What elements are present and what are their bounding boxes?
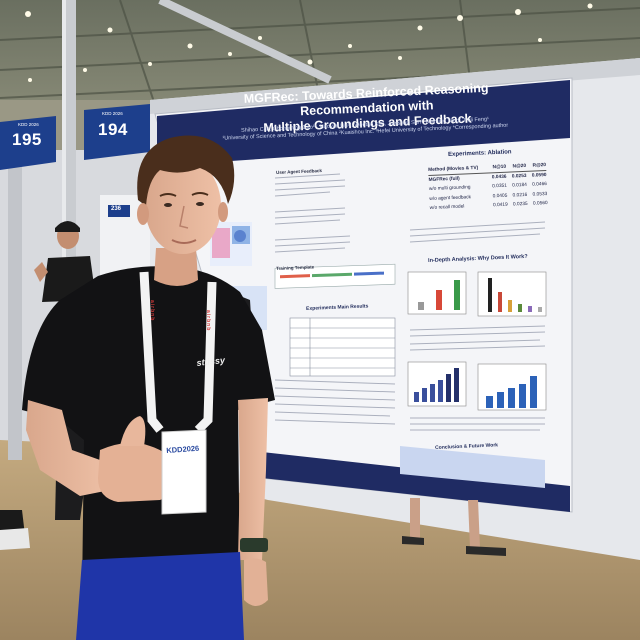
- main-person: [22, 135, 275, 640]
- booth-number-194: 194: [98, 120, 128, 139]
- background-shoes: [0, 510, 30, 550]
- training-template-figure: [274, 263, 396, 289]
- frame-post-far: [8, 160, 22, 460]
- in-depth-chart-right: [477, 271, 547, 317]
- in-depth-chart-left: [407, 271, 467, 315]
- booth-sign-194: [84, 104, 150, 160]
- name-badge: [161, 429, 207, 515]
- booth-sign-194-caption: KDD 2026: [102, 111, 123, 116]
- training-curve-right: [477, 363, 547, 411]
- booth-sign-195: [0, 116, 56, 170]
- lanyard: [139, 271, 164, 433]
- hair: [137, 135, 235, 206]
- frame-beam: [158, 0, 332, 84]
- training-curve-left: [407, 361, 467, 407]
- face: [145, 158, 221, 254]
- lanyard-print: airbnb: [205, 310, 211, 332]
- booth-sign-236: [108, 205, 130, 217]
- arm-right: [238, 398, 268, 560]
- background-legs: [402, 498, 506, 556]
- ceiling-lights: [25, 3, 593, 82]
- booth-number-236: 236: [111, 206, 122, 212]
- booth-sign-195-caption: KDD 2026: [18, 122, 39, 127]
- ablation-table: Method (Movies & TV) N@10 N@20 R@20 MGFR…: [428, 161, 548, 213]
- lanyard-print: airbnb: [149, 300, 155, 322]
- wristwatch: [240, 538, 268, 552]
- booth-number-195: 195: [12, 130, 42, 149]
- poster-board: [150, 58, 640, 560]
- thumbs-up-hand: [98, 442, 179, 502]
- arm-left: [26, 400, 110, 496]
- shorts: [76, 552, 244, 640]
- main-results-table: [289, 317, 396, 377]
